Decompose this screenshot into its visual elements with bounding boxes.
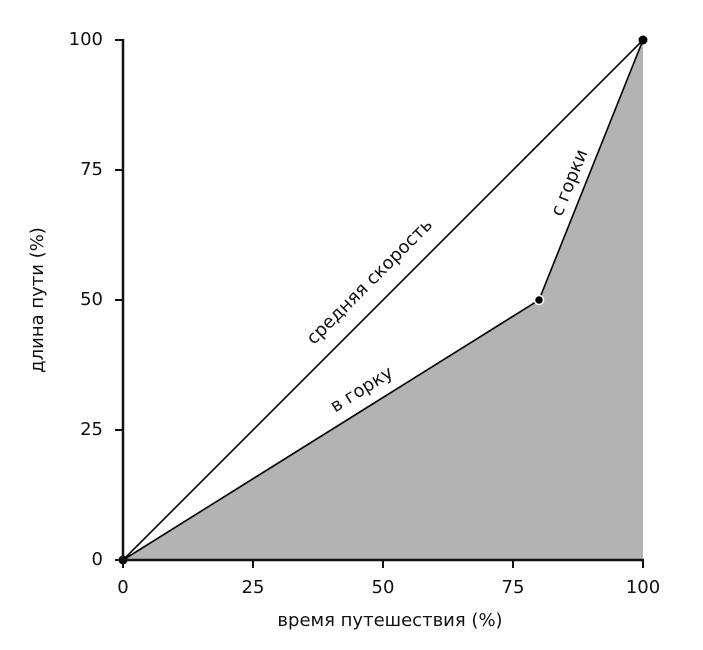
- x-tick-label: 50: [372, 577, 395, 598]
- point: [533, 294, 545, 306]
- line: [122, 39, 644, 561]
- y-tick-label: 100: [69, 29, 103, 50]
- y-tick-label: 0: [92, 549, 103, 570]
- area: [123, 40, 643, 560]
- x-tick-label: 100: [626, 577, 660, 598]
- y-tick-label: 75: [80, 159, 103, 180]
- x-tick-label: 25: [242, 577, 265, 598]
- y-axis-label: длина пути (%): [27, 227, 48, 373]
- x-axis-label: время путешествия (%): [277, 610, 502, 631]
- point: [638, 35, 648, 45]
- series-label: средняя скорость: [302, 214, 436, 348]
- y-tick-label: 25: [80, 419, 103, 440]
- y-tick-label: 50: [80, 289, 103, 310]
- x-tick-label: 0: [117, 577, 128, 598]
- x-tick-label: 75: [502, 577, 525, 598]
